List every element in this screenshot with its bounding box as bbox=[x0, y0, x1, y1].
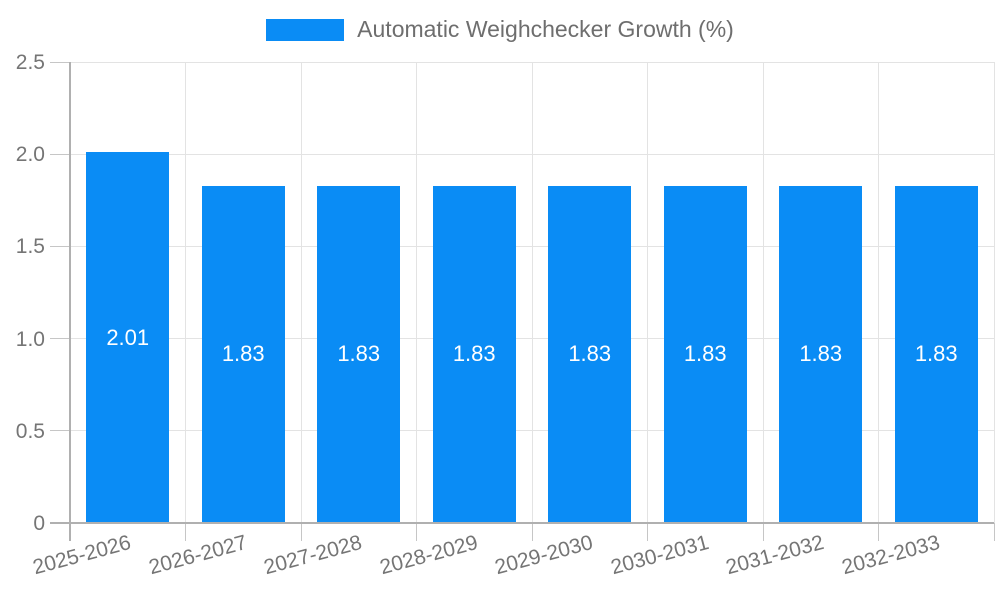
y-axis-tick bbox=[50, 61, 70, 63]
y-tick-label: 1.5 bbox=[15, 235, 45, 259]
bar-value-label: 1.83 bbox=[683, 341, 727, 367]
x-gridline bbox=[762, 62, 764, 523]
x-gridline bbox=[878, 62, 879, 523]
y-axis-tick bbox=[50, 153, 70, 155]
y-axis-tick bbox=[50, 245, 70, 247]
chart-legend: Automatic Weighchecker Growth (%) bbox=[0, 16, 1000, 43]
x-category-label: 2032-2033 bbox=[839, 531, 943, 580]
bar-value-label: 1.83 bbox=[799, 341, 843, 367]
bar-value-label: 1.83 bbox=[221, 341, 265, 367]
x-category-label: 2025-2026 bbox=[30, 531, 134, 580]
bar-2025-2026 bbox=[86, 152, 170, 523]
x-gridline bbox=[647, 62, 648, 523]
x-axis-tick bbox=[647, 523, 648, 541]
bar-2032-2033 bbox=[894, 185, 978, 523]
x-gridline bbox=[416, 62, 417, 523]
x-axis-line bbox=[50, 522, 994, 524]
x-category-label: 2026-2027 bbox=[146, 531, 250, 580]
x-axis-tick bbox=[416, 523, 417, 541]
x-axis-tick bbox=[762, 523, 764, 541]
y-tick-label: 0.5 bbox=[15, 419, 45, 443]
bar-2030-2031 bbox=[663, 185, 747, 523]
bar-value-label: 1.83 bbox=[452, 341, 496, 367]
x-category-label: 2028-2029 bbox=[377, 531, 481, 580]
x-axis-tick bbox=[993, 523, 995, 541]
legend-swatch bbox=[266, 18, 345, 41]
x-gridline bbox=[300, 62, 302, 523]
bar-value-label: 2.01 bbox=[106, 324, 150, 350]
bar-2031-2032 bbox=[779, 185, 863, 523]
y-axis-tick bbox=[50, 338, 70, 340]
x-axis-tick bbox=[531, 523, 533, 541]
bar-2027-2028 bbox=[317, 185, 401, 523]
y-axis-line bbox=[69, 62, 71, 541]
x-category-label: 2030-2031 bbox=[608, 531, 712, 580]
bar-2028-2029 bbox=[432, 185, 516, 523]
bar-2029-2030 bbox=[548, 185, 632, 523]
legend-label: Automatic Weighchecker Growth (%) bbox=[357, 16, 734, 42]
x-gridline bbox=[993, 62, 995, 523]
x-category-label: 2031-2032 bbox=[723, 531, 827, 580]
y-tick-label: 2.5 bbox=[15, 51, 45, 74]
y-tick-label: 1.0 bbox=[15, 327, 45, 351]
x-category-label: 2029-2030 bbox=[492, 531, 596, 580]
x-gridline bbox=[531, 62, 533, 523]
y-tick-label: 2.0 bbox=[15, 143, 45, 167]
x-axis-tick bbox=[300, 523, 302, 541]
plot-area: 0 0.5 1.0 1.5 2.0 2.5 2.01 2025-2026 1.83 2026-20… bbox=[16, 52, 995, 579]
y-tick-label: 0 bbox=[33, 512, 45, 535]
bar-value-label: 1.83 bbox=[337, 341, 381, 367]
bar-value-label: 1.83 bbox=[568, 341, 612, 367]
x-axis-tick bbox=[185, 523, 186, 541]
bar-value-label: 1.83 bbox=[914, 341, 958, 367]
x-gridline bbox=[185, 62, 186, 523]
x-axis-tick bbox=[878, 523, 879, 541]
x-category-label: 2027-2028 bbox=[261, 531, 365, 580]
y-axis-tick bbox=[50, 430, 70, 432]
bar-2026-2027 bbox=[201, 185, 285, 523]
